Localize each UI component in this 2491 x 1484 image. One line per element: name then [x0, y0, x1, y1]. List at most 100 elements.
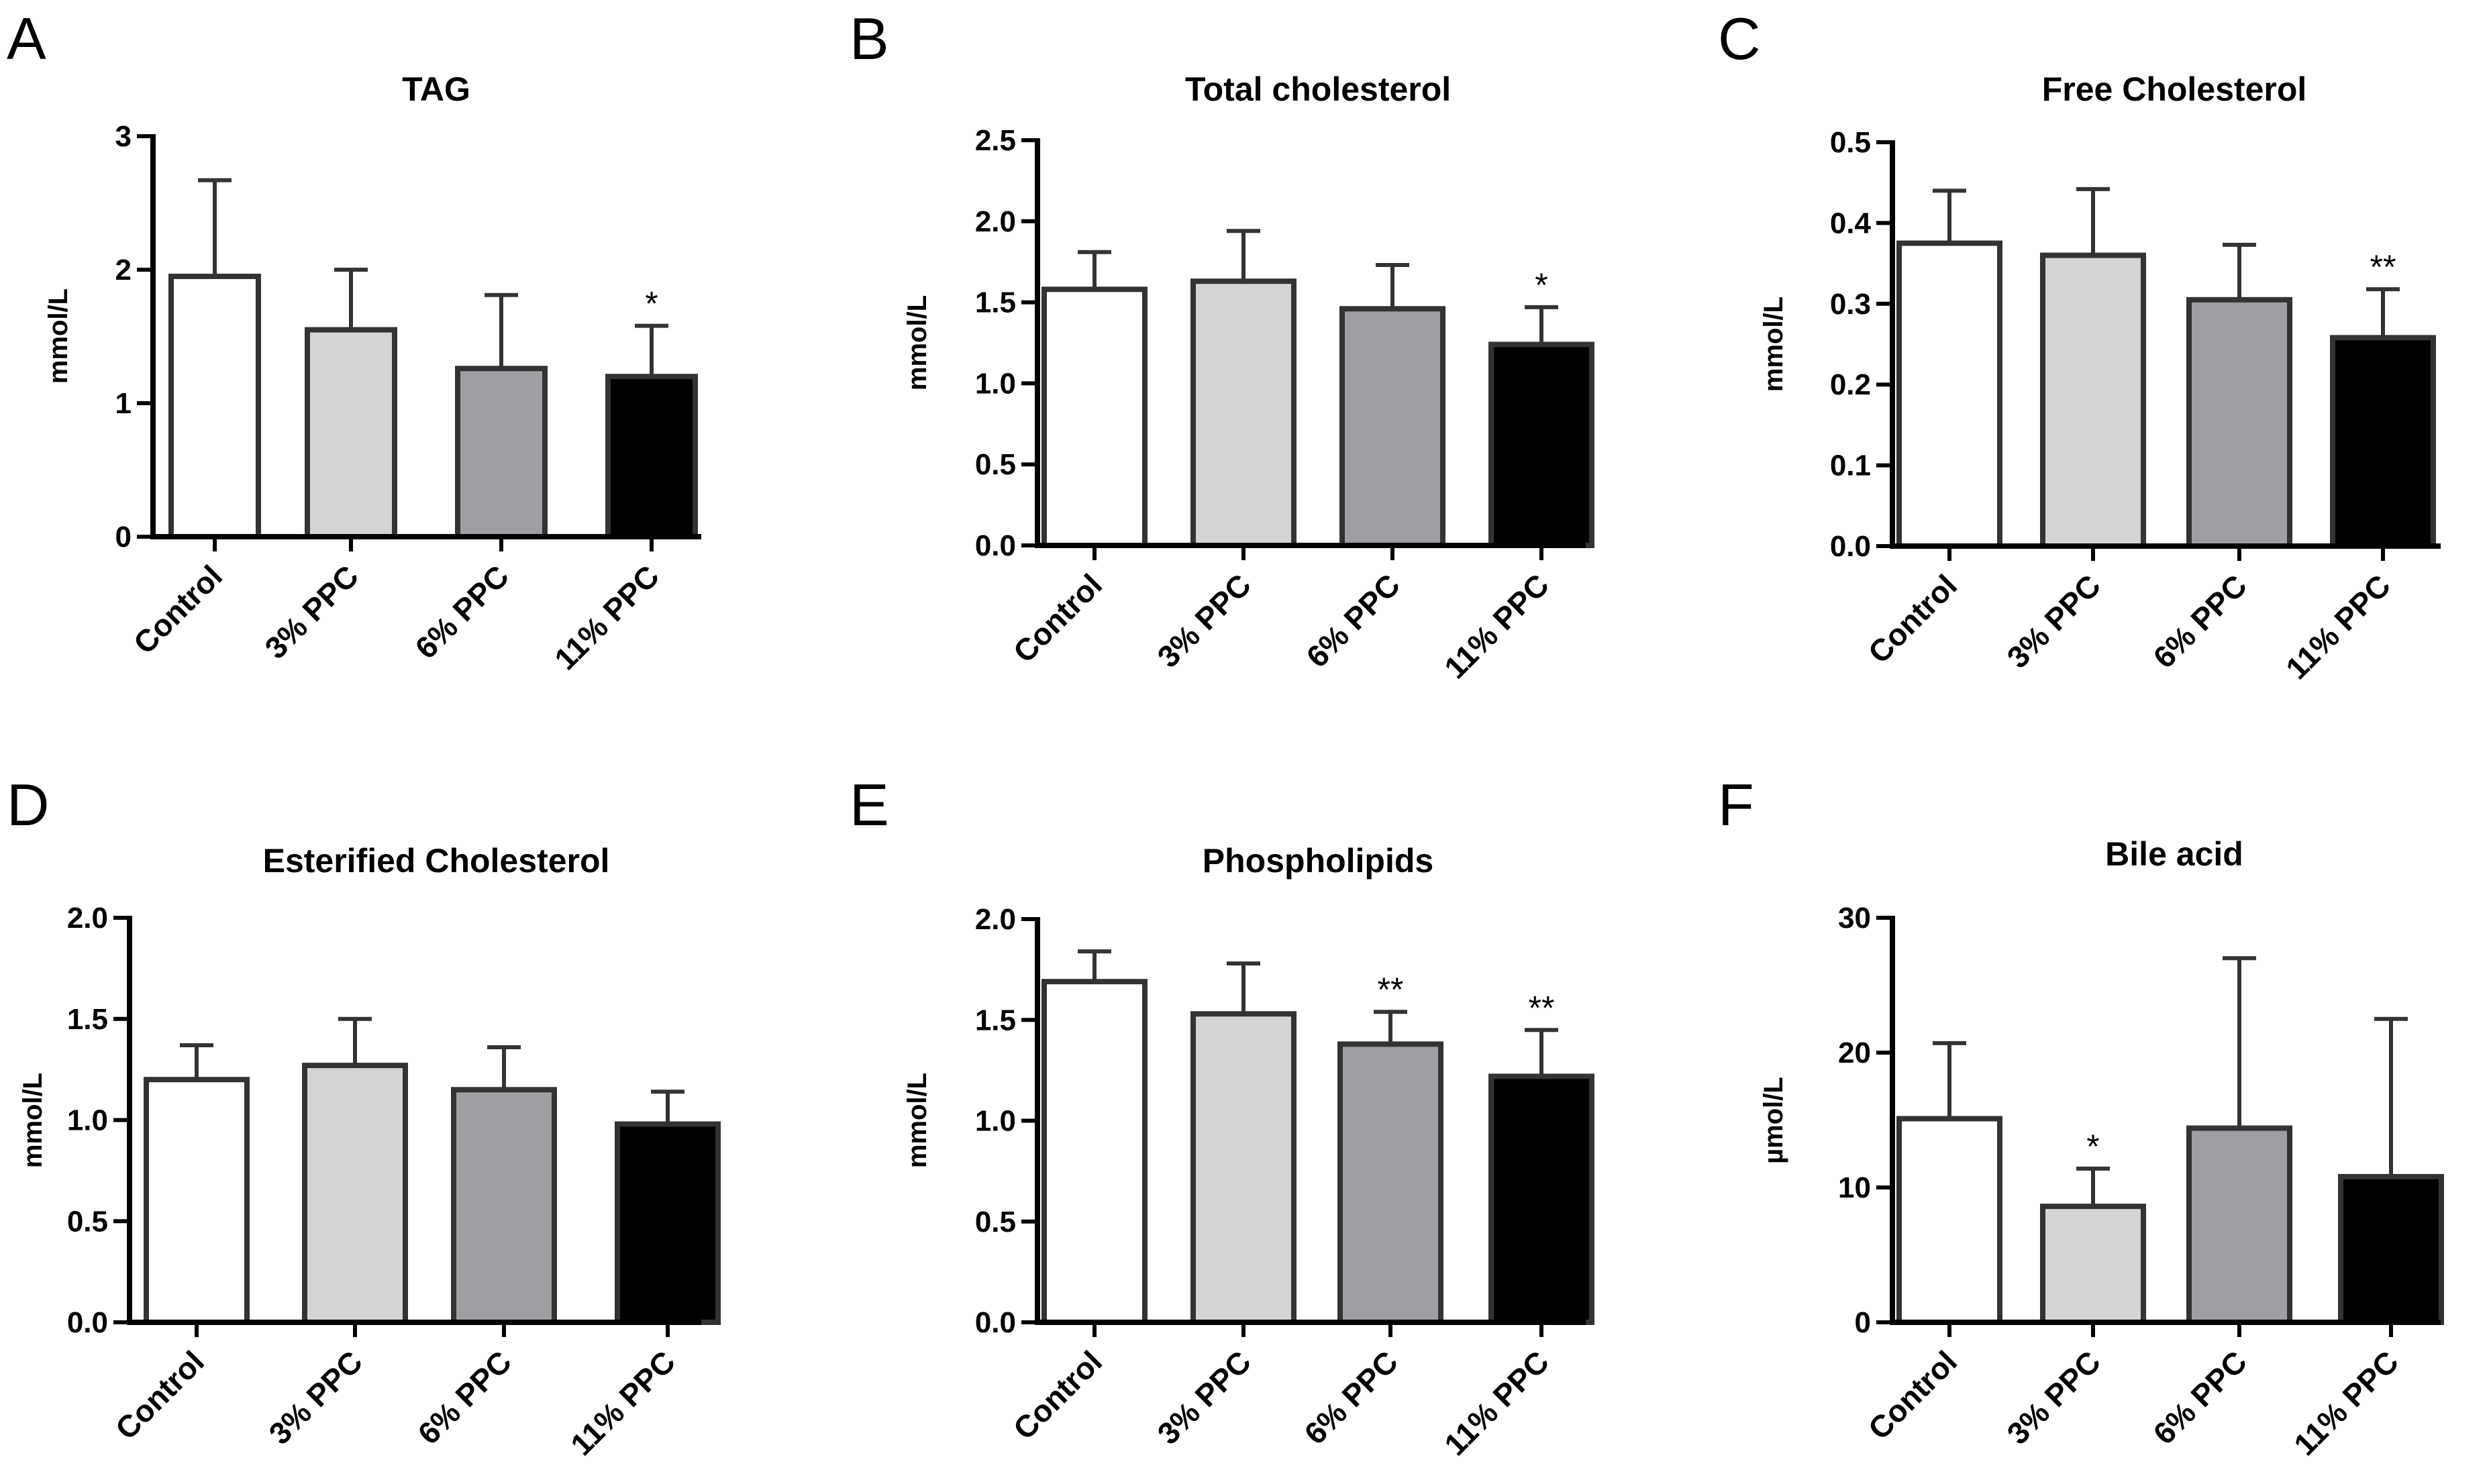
- panel-e-letter: E: [850, 772, 889, 838]
- panel-d-y-tick-label: 2.0: [67, 902, 108, 935]
- panel-d-bar-11pct-ppc: [615, 1121, 721, 1326]
- panel-a-y-tick-label: 3: [115, 120, 132, 153]
- panel-d-x-tick-label-11pct-ppc: 11% PPC: [564, 1344, 682, 1462]
- panel-f-y-axis-label: µmol/L: [1759, 1077, 1788, 1164]
- panel-b-y-tick-label: 0.5: [975, 448, 1016, 481]
- panel-f-bar-control: [1896, 1116, 2002, 1325]
- panel-d-x-tick-label-control: Control: [109, 1344, 211, 1446]
- panel-c-x-tick-label-6pct-ppc: 6% PPC: [2146, 568, 2253, 675]
- panel-e-title: Phospholipids: [1203, 842, 1433, 880]
- panel-e-y-tick-label: 0.0: [975, 1306, 1016, 1339]
- panel-b-x-tick-label-11pct-ppc: 11% PPC: [1437, 567, 1556, 685]
- panel-e-bar-control: [1041, 979, 1148, 1326]
- panel-e-bar-11pct-ppc: [1488, 1073, 1594, 1325]
- panel-a-y-tick-label: 0: [115, 521, 132, 553]
- panel-c-y-tick-label: 0.2: [1830, 368, 1871, 401]
- panel-b-y-tick-label: 0.0: [975, 529, 1016, 562]
- panel-a-significance-11pct-ppc: *: [645, 285, 658, 323]
- panel-b: B Total cholesterol mmol/L Control 3% PPC 6% …: [850, 5, 1594, 685]
- panel-b-y-tick-label: 2.0: [975, 205, 1016, 238]
- panel-a-bar-11pct-ppc: [605, 374, 698, 540]
- panel-d-y-tick-label: 1.5: [67, 1003, 108, 1036]
- panel-f-x-tick-label-control: Control: [1862, 1344, 1964, 1446]
- panel-c-letter: C: [1718, 5, 1761, 72]
- panel-f-bar-3pct-ppc: [2040, 1204, 2146, 1326]
- panel-f-letter: F: [1718, 772, 1754, 838]
- panel-d-y-tick-label: 1.0: [67, 1104, 108, 1137]
- panel-f-x-tick-label-11pct-ppc: 11% PPC: [2287, 1344, 2405, 1462]
- panel-d-x-tick-label-3pct-ppc: 3% PPC: [262, 1344, 369, 1451]
- panel-d-title: Esterified Cholesterol: [263, 842, 610, 880]
- panel-f-y-tick-label: 20: [1838, 1037, 1871, 1069]
- panel-e-y-tick-label: 0.5: [975, 1206, 1016, 1238]
- panel-a-x-tick-label-control: Control: [127, 558, 229, 660]
- panel-a-y-axis-label: mmol/L: [44, 288, 73, 384]
- panel-c-bar-6pct-ppc: [2186, 297, 2292, 549]
- panel-c-y-tick-label: 0.4: [1830, 207, 1872, 240]
- panel-e-significance-6pct-ppc: **: [1378, 971, 1404, 1008]
- panel-d-y-axis-label: mmol/L: [18, 1073, 48, 1168]
- panel-b-title: Total cholesterol: [1185, 70, 1451, 108]
- panel-d-bar-6pct-ppc: [451, 1087, 557, 1326]
- panel-d-bar-3pct-ppc: [302, 1063, 408, 1325]
- panel-a-y-tick-label: 2: [115, 254, 132, 286]
- panel-e-x-tick-label-6pct-ppc: 6% PPC: [1297, 1344, 1405, 1451]
- panel-b-x-tick-label-3pct-ppc: 3% PPC: [1150, 567, 1258, 674]
- panel-f-title: Bile acid: [2105, 835, 2243, 873]
- panel-b-y-tick-label: 1.0: [975, 367, 1016, 400]
- panel-f-x-tick-label-6pct-ppc: 6% PPC: [2146, 1344, 2253, 1451]
- panel-b-bar-11pct-ppc: [1488, 341, 1594, 549]
- panel-b-bar-3pct-ppc: [1190, 278, 1297, 548]
- panel-d: D Esterified Cholesterol mmol/L Control 3% P…: [7, 772, 721, 1462]
- panel-f-bar-6pct-ppc: [2186, 1125, 2292, 1326]
- panel-c-y-tick-label: 0.3: [1830, 288, 1871, 321]
- panel-e-y-axis-label: mmol/L: [903, 1073, 932, 1168]
- panel-c-x-tick-label-3pct-ppc: 3% PPC: [2000, 568, 2107, 675]
- panel-e-bar-3pct-ppc: [1190, 1011, 1297, 1325]
- panel-d-bar-control: [144, 1077, 250, 1325]
- panel-f-significance-3pct-ppc: *: [2086, 1128, 2099, 1165]
- panel-d-y-tick-label: 0.5: [67, 1205, 108, 1238]
- panel-e-x-tick-label-11pct-ppc: 11% PPC: [1437, 1344, 1556, 1462]
- panel-e-significance-11pct-ppc: **: [1529, 989, 1555, 1026]
- panel-a: A TAG mmol/L Control 3% PPC 6% PPC * 11% PPC 0 1 2…: [7, 5, 701, 676]
- panel-a-bar-3pct-ppc: [305, 327, 397, 539]
- panel-a-bar-control: [168, 273, 261, 539]
- panel-c-bar-11pct-ppc: [2330, 335, 2436, 549]
- panel-c-y-tick-label: 0.1: [1830, 449, 1871, 482]
- panel-b-y-axis-label: mmol/L: [903, 295, 932, 390]
- panel-e-y-tick-label: 2.0: [975, 903, 1016, 936]
- panel-d-y-tick-label: 0.0: [67, 1306, 108, 1339]
- panel-b-y-tick-label: 2.5: [975, 124, 1016, 157]
- panel-b-bar-control: [1041, 286, 1148, 548]
- panel-c-x-tick-label-11pct-ppc: 11% PPC: [2279, 568, 2397, 686]
- panel-e-x-tick-label-control: Control: [1007, 1344, 1109, 1446]
- panel-c-title: Free Cholesterol: [2042, 70, 2307, 108]
- panel-b-bar-6pct-ppc: [1339, 306, 1445, 548]
- panel-a-bar-6pct-ppc: [455, 366, 548, 540]
- panel-f-bar-11pct-ppc: [2338, 1173, 2444, 1326]
- panel-b-significance-11pct-ppc: *: [1535, 266, 1547, 304]
- panel-c-y-tick-label: 0.0: [1830, 530, 1871, 563]
- panel-d-x-tick-label-6pct-ppc: 6% PPC: [411, 1344, 518, 1451]
- panel-e-bar-6pct-ppc: [1337, 1041, 1443, 1326]
- panel-d-letter: D: [7, 772, 50, 838]
- panel-f-y-tick-label: 30: [1838, 902, 1871, 935]
- panel-b-letter: B: [850, 5, 889, 72]
- panel-b-x-tick-label-6pct-ppc: 6% PPC: [1299, 567, 1407, 674]
- panel-a-letter: A: [7, 5, 46, 72]
- panel-e-y-tick-label: 1.5: [975, 1004, 1016, 1037]
- panel-c-significance-11pct-ppc: **: [2370, 248, 2396, 286]
- panel-c-bar-3pct-ppc: [2040, 252, 2146, 549]
- panel-b-y-tick-label: 1.5: [975, 286, 1016, 319]
- panel-f-y-tick-label: 0: [1855, 1306, 1871, 1339]
- panel-e-y-tick-label: 1.0: [975, 1105, 1016, 1138]
- panel-b-x-tick-label-control: Control: [1007, 567, 1109, 669]
- panel-a-x-tick-label-3pct-ppc: 3% PPC: [258, 558, 365, 666]
- panel-c: C Free Cholesterol mmol/L Control 3% PPC 6% P…: [1718, 5, 2441, 686]
- panel-e: E Phospholipids mmol/L Control 3% PPC ** 6% PP…: [850, 772, 1594, 1462]
- panel-f-x-tick-label-3pct-ppc: 3% PPC: [2000, 1344, 2107, 1451]
- panel-c-bar-control: [1896, 240, 2002, 549]
- panel-c-x-tick-label-control: Control: [1862, 568, 1964, 670]
